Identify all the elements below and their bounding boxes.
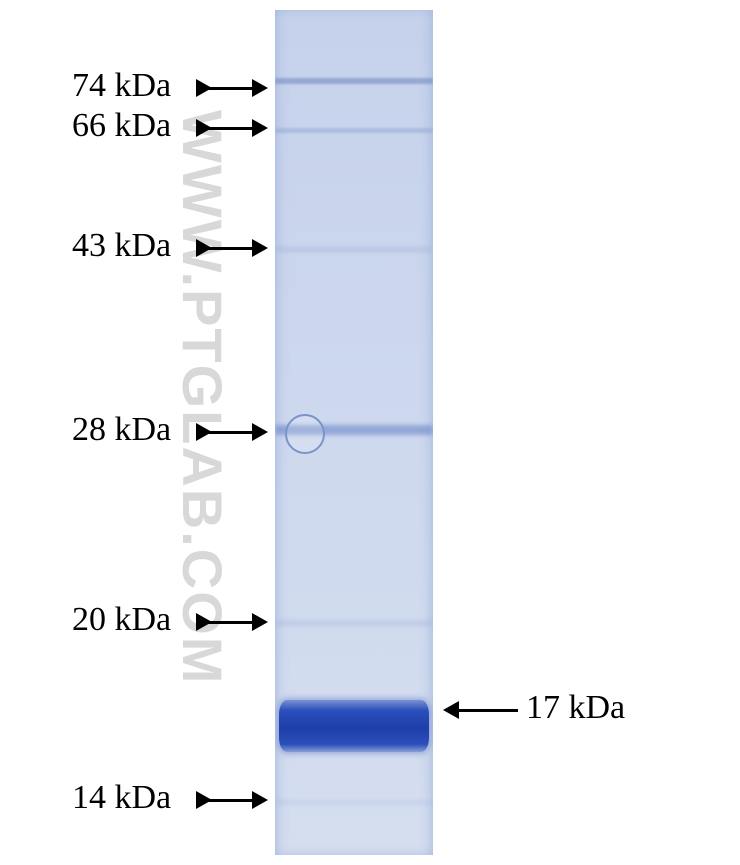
marker-label-left: 74 kDa — [72, 67, 171, 105]
band-74 — [275, 78, 433, 84]
gel-bubble-artifact — [285, 414, 325, 454]
gel-image-container: 74 kDa66 kDa 43 kDa 28 kDa 20 kDa 14 kDa 17 … — [0, 0, 740, 865]
marker-label-left: 66 kDa — [72, 107, 171, 145]
marker-label-left: 28 kDa — [72, 411, 171, 449]
band-14 — [275, 800, 433, 805]
marker-label-left: 14 kDa — [72, 779, 171, 817]
band-20 — [275, 620, 433, 626]
band-66 — [275, 128, 433, 133]
band-43 — [275, 247, 433, 252]
watermark-text: WWW.PTGLAB.COM — [170, 110, 235, 685]
marker-label-left: 20 kDa — [72, 601, 171, 639]
marker-label-left: 43 kDa — [72, 227, 171, 265]
marker-label-right: 17 kDa — [526, 689, 625, 727]
main-band-17 — [279, 700, 429, 752]
